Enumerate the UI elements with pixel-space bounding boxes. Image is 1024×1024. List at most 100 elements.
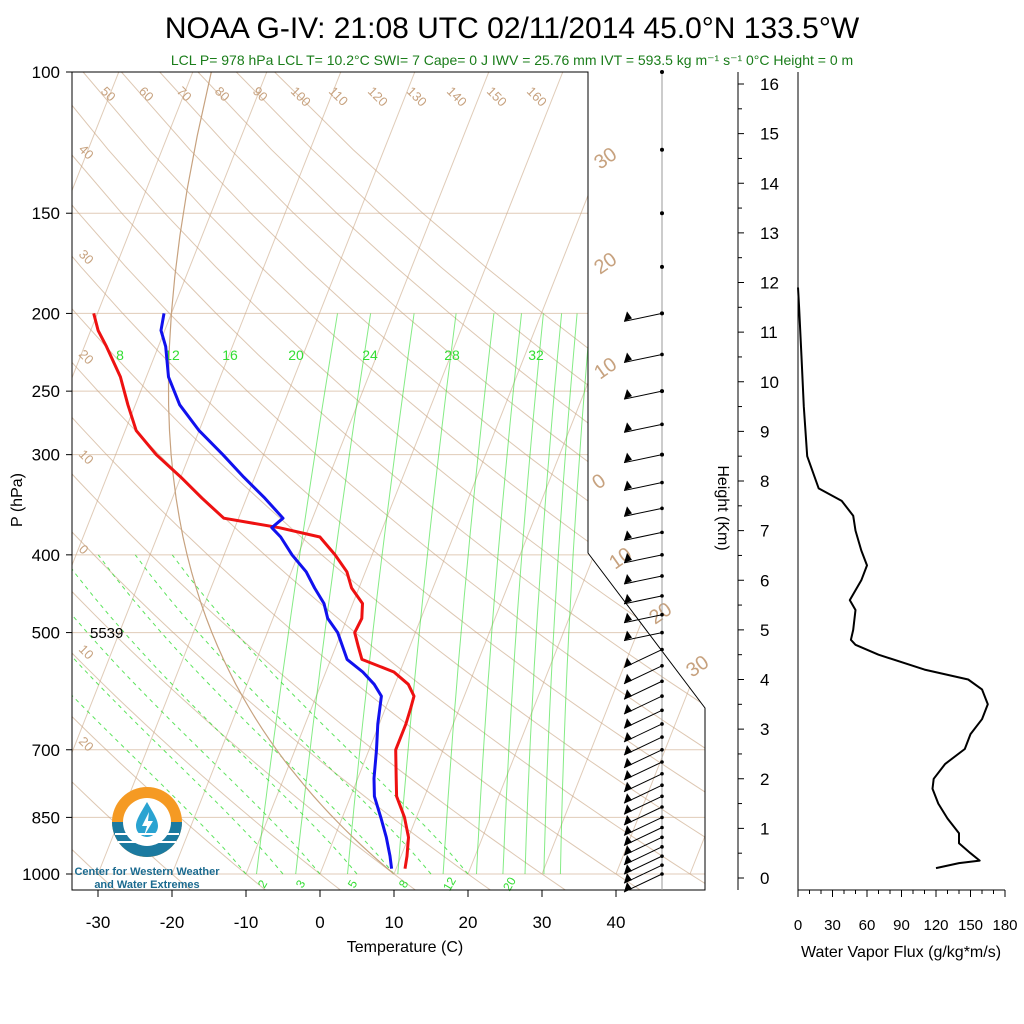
wind-staff-dot [660, 422, 664, 427]
wind-barb [623, 454, 663, 464]
mixing-ratio-label: 20 [500, 874, 519, 893]
wind-barb-flag [624, 718, 632, 729]
dewpoint-profile-line [159, 313, 394, 869]
height-tick-label: 15 [760, 125, 779, 144]
dry-adiabat-line [72, 72, 705, 890]
y-tick-label: 850 [32, 808, 60, 827]
height-annotation: 5539 [90, 625, 123, 642]
isotherm-line [72, 72, 342, 875]
height-tick-label: 11 [760, 323, 778, 342]
mixing-ratio-label: 24 [362, 347, 378, 363]
flux-tick-label: 90 [893, 917, 910, 934]
height-tick-label: 6 [760, 571, 769, 590]
adiabat-label: 50 [98, 84, 119, 105]
wind-staff-dot [660, 630, 664, 635]
mixing-ratio-label: 3 [293, 877, 309, 890]
isotherm-line [245, 72, 564, 875]
wind-staff-dot [660, 835, 664, 840]
wind-barb-flag [624, 311, 632, 322]
mixing-ratio-label: 5 [345, 877, 361, 890]
mixing-ratio-label: 20 [288, 347, 304, 363]
dry-adiabat-line [121, 72, 705, 890]
y-tick-label: 700 [32, 741, 60, 760]
cw3e-logo: Center for Western Weather and Water Ext… [74, 787, 220, 891]
dry-adiabat-line [72, 72, 343, 890]
wind-staff-dot [660, 694, 664, 698]
adiabat-label: 140 [444, 84, 470, 110]
wind-barb-flag [624, 757, 632, 768]
wind-staff-dot [660, 647, 664, 652]
adiabat-label: 150 [484, 84, 510, 110]
mixing-ratio-line [476, 313, 522, 875]
y-tick-label: 100 [32, 63, 60, 82]
wind-barb-flag [624, 793, 632, 804]
parcel-path-line [167, 72, 395, 875]
wind-barb [623, 353, 663, 363]
mixing-ratio-label: 8 [116, 347, 124, 363]
wind-staff-dot [660, 735, 664, 739]
wind-staff-dot [660, 722, 664, 726]
wind-barb [623, 531, 663, 541]
lightning-icon [142, 812, 153, 836]
wind-barb-flag [624, 593, 632, 604]
moist-adiabat-line [72, 554, 284, 875]
wind-barb-flag [624, 835, 632, 846]
flux-tick-label: 0 [794, 917, 802, 934]
wind-staff-dot [660, 825, 664, 830]
wind-barb-flag [624, 781, 632, 792]
wind-barb [623, 423, 663, 433]
height-tick-label: 8 [760, 472, 769, 491]
mixing-ratio-label: 8 [396, 877, 412, 890]
wind-staff-dot [660, 452, 664, 457]
height-tick-label: 9 [760, 422, 769, 441]
mixing-ratio-line [543, 313, 578, 875]
wind-barb-flag [624, 873, 632, 884]
adiabat-label: 30 [682, 651, 713, 682]
dry-adiabat-line [72, 72, 705, 890]
x-tick-label: 0 [315, 913, 324, 932]
wind-barb-flag [624, 573, 632, 584]
dry-adiabat-line [72, 72, 493, 890]
wind-barb-flag [624, 845, 632, 856]
y-tick-label: 1000 [22, 865, 60, 884]
wind-barb-flag [624, 689, 632, 700]
moist-adiabat-line [72, 554, 358, 875]
height-tick-label: 13 [760, 224, 779, 243]
adiabat-label: 20 [76, 347, 97, 368]
height-tick-label: 2 [760, 770, 769, 789]
wind-staff-dot [660, 863, 664, 867]
height-tick-label: 16 [760, 75, 779, 94]
logo-text-line-2: and Water Extremes [94, 879, 199, 891]
isotherm-line [72, 72, 194, 875]
logo-text-line-1: Center for Western Weather [74, 866, 220, 878]
mixing-ratio-label: 2 [255, 877, 271, 890]
wind-barb-flag [624, 673, 632, 684]
adiabat-label: 10 [76, 447, 97, 468]
wind-staff-dot [660, 747, 664, 752]
x-tick-label: -20 [160, 913, 185, 932]
wind-barb-flag [624, 825, 632, 836]
wind-barb-flag [624, 731, 632, 742]
wind-staff-dot [660, 845, 664, 849]
adiabat-label: 10 [590, 353, 621, 384]
wind-barb [623, 614, 663, 624]
wind-barb-flag [624, 480, 632, 491]
wind-barb [623, 482, 663, 492]
wind-staff-dot [660, 594, 664, 598]
wind-staff-dot [660, 771, 664, 776]
dry-adiabat-line [72, 72, 705, 890]
adiabat-label: 40 [76, 142, 97, 163]
flux-tick-label: 150 [958, 917, 983, 934]
moist-adiabat-line [97, 554, 395, 875]
temperature-profile-line [92, 313, 416, 869]
height-tick-label: 5 [760, 621, 769, 640]
wind-barb-flag [624, 630, 632, 641]
wind-barb-flag [624, 552, 632, 563]
mixing-ratio-label: 28 [444, 347, 460, 363]
moist-adiabat-line [134, 554, 432, 875]
dry-adiabat-line [197, 72, 705, 890]
dry-adiabat-line [82, 72, 705, 890]
wind-barb-flag [624, 389, 632, 400]
wind-staff-dot [660, 679, 664, 684]
